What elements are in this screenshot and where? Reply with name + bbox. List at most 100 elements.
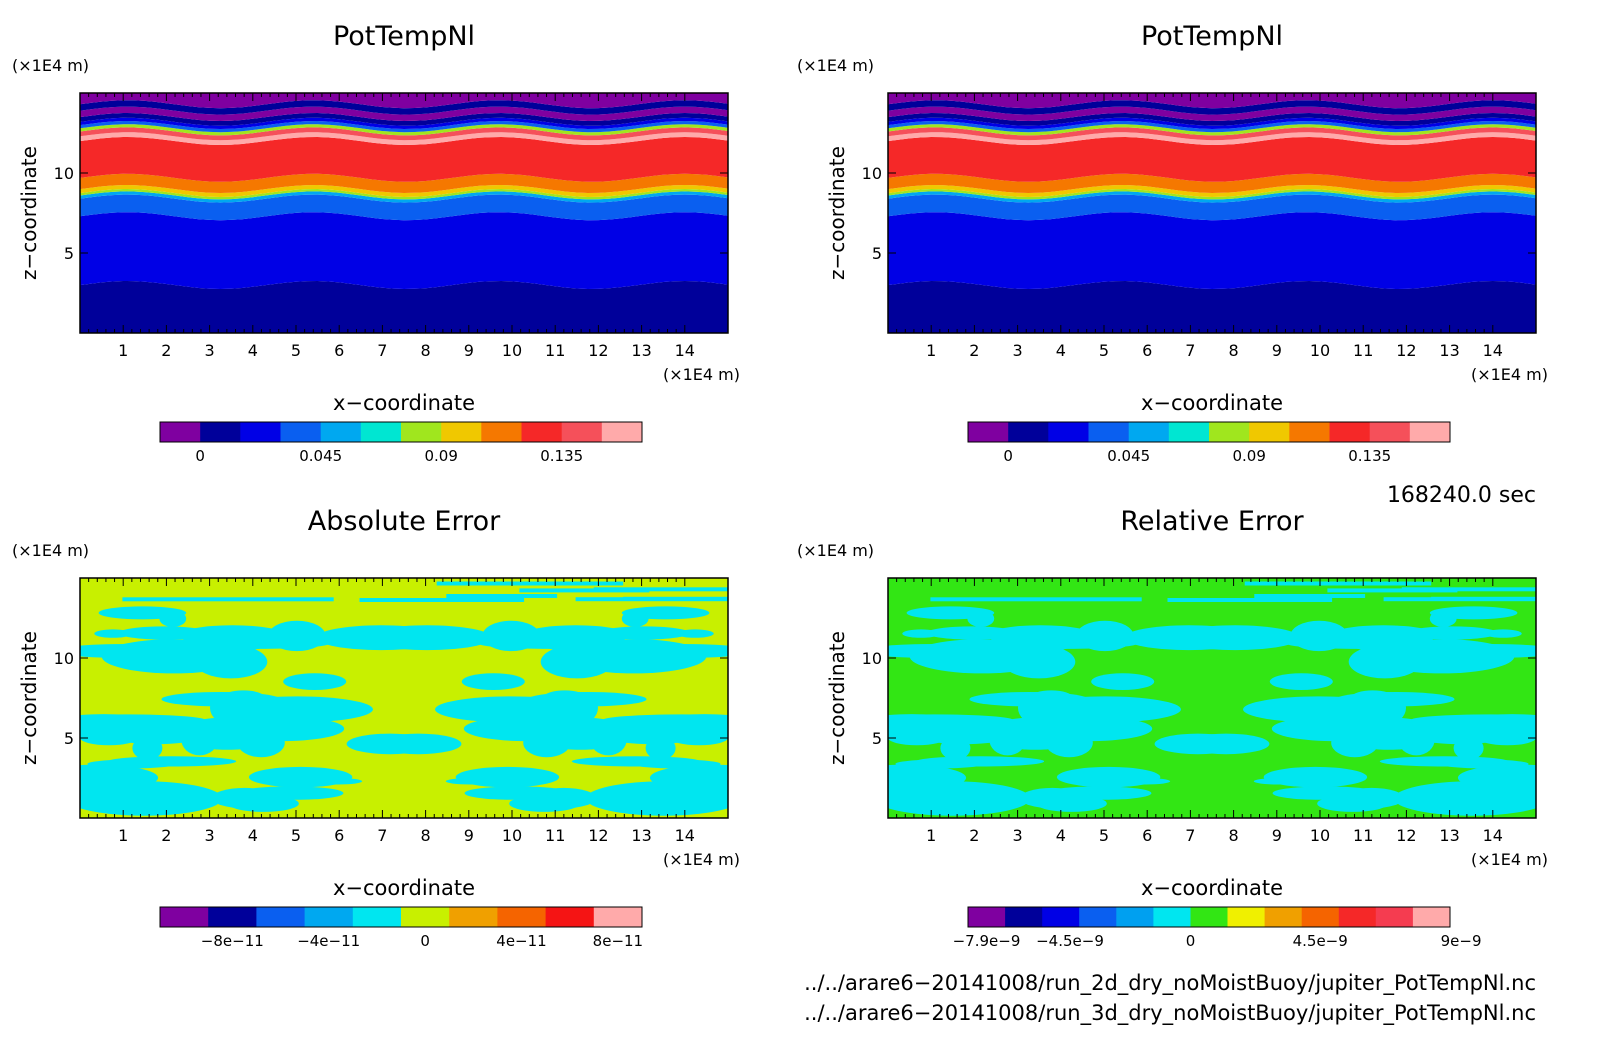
x-tick-label: 7 xyxy=(1185,341,1195,360)
x-tick-label: 3 xyxy=(205,341,215,360)
x-tick-label: 5 xyxy=(291,826,301,845)
contour-region xyxy=(245,787,327,797)
x-tick-label: 10 xyxy=(1310,341,1330,360)
x-axis-label: x−coordinate xyxy=(333,391,475,415)
contour-region xyxy=(541,645,614,678)
contour-region xyxy=(1458,765,1582,791)
colorbar-label: −7.9e−9 xyxy=(953,932,1021,950)
contour-region xyxy=(479,638,621,649)
x-tick-label: 11 xyxy=(545,826,565,845)
contour-region xyxy=(902,629,939,637)
contour-region xyxy=(1183,734,1270,755)
contour-region xyxy=(646,736,676,760)
y-tick-label: 10 xyxy=(862,649,882,668)
x-tick-label: 2 xyxy=(969,341,979,360)
colorbar-swatch xyxy=(1153,907,1191,927)
colorbar-swatch xyxy=(449,907,498,927)
colorbar-swatch xyxy=(353,907,402,927)
x-tick-label: 14 xyxy=(675,826,695,845)
y-axis-label: z−coordinate xyxy=(825,631,849,765)
contour-region xyxy=(1430,610,1457,627)
colorbar-label: 0 xyxy=(195,447,205,465)
colorbar-swatch xyxy=(1169,422,1210,442)
colorbar-label: 0.135 xyxy=(540,447,583,465)
colorbar-label: 9e−9 xyxy=(1441,932,1482,950)
contour-region xyxy=(670,730,728,745)
contour-region xyxy=(1413,644,1563,658)
colorbar-label: 0 xyxy=(1186,932,1196,950)
colorbar-swatch xyxy=(497,907,546,927)
contour-region xyxy=(648,798,685,805)
contour-region xyxy=(519,588,649,592)
x-tick-label: 1 xyxy=(926,341,936,360)
y-axis-label: z−coordinate xyxy=(825,146,849,280)
colorbar-swatch xyxy=(546,907,595,927)
colorbar-swatch xyxy=(240,422,281,442)
colorbar-swatch xyxy=(1048,422,1089,442)
colorbar-label: 0.135 xyxy=(1348,447,1391,465)
x-tick-label: 5 xyxy=(291,341,301,360)
colorbar-swatch xyxy=(160,907,209,927)
contour-region xyxy=(650,765,774,791)
colorbar-swatch xyxy=(1209,422,1250,442)
contour-region xyxy=(676,629,713,637)
colorbar-swatch xyxy=(1129,422,1170,442)
x-tick-label: 1 xyxy=(926,826,936,845)
contour-region xyxy=(1245,582,1432,586)
colorbar: 0 0.045 0.09 0.135 xyxy=(160,422,643,465)
x-tick-label: 3 xyxy=(1013,341,1023,360)
contour-region xyxy=(1168,598,1333,602)
y-tick-label: 5 xyxy=(872,244,882,263)
colorbar-swatch xyxy=(1370,422,1411,442)
contour-region xyxy=(1254,594,1365,598)
contour-region xyxy=(1456,798,1493,805)
contour-region xyxy=(605,644,755,658)
contour-region xyxy=(843,765,967,791)
contour-region xyxy=(187,638,329,649)
x-tick-label: 10 xyxy=(1310,826,1330,845)
colorbar-label: 0 xyxy=(420,932,430,950)
x-unit-label: (×1E4 m) xyxy=(1471,850,1548,869)
x-tick-label: 3 xyxy=(205,826,215,845)
contour-region xyxy=(1254,778,1303,784)
contour-region xyxy=(995,638,1137,649)
colorbar-label: 0.09 xyxy=(424,447,457,465)
contour-region xyxy=(861,644,1011,658)
x-tick-label: 1 xyxy=(118,341,128,360)
contour-region xyxy=(1290,787,1372,797)
y-axis-label: z−coordinate xyxy=(17,631,41,765)
colorbar-swatch xyxy=(1265,907,1303,927)
x-tick-label: 8 xyxy=(421,826,431,845)
contour-region xyxy=(1003,645,1076,678)
panel-title: PotTempNl xyxy=(1141,21,1283,52)
colorbar-swatch xyxy=(602,422,643,442)
colorbar-swatch xyxy=(361,422,402,442)
colorbar-label: −4e−11 xyxy=(297,932,360,950)
y-unit-label: (×1E4 m) xyxy=(12,56,89,75)
colorbar-swatch xyxy=(1376,907,1414,927)
x-unit-label: (×1E4 m) xyxy=(663,365,740,384)
contour-region xyxy=(1380,756,1509,766)
y-tick-label: 10 xyxy=(862,164,882,183)
contour-region xyxy=(123,798,160,805)
x-tick-label: 4 xyxy=(248,826,258,845)
colorbar-swatch xyxy=(1079,907,1117,927)
contour-region xyxy=(916,756,1045,766)
x-tick-label: 13 xyxy=(631,826,651,845)
contour-region xyxy=(1270,673,1333,690)
contour-region xyxy=(1243,696,1394,722)
heatmap-area xyxy=(80,93,728,333)
colorbar-swatch xyxy=(1410,422,1451,442)
contour-region xyxy=(80,730,138,745)
x-tick-label: 4 xyxy=(1056,341,1066,360)
colorbar-label: 0.045 xyxy=(299,447,342,465)
y-tick-label: 5 xyxy=(64,244,74,263)
time-label: 168240.0 sec xyxy=(1387,483,1536,508)
x-tick-label: 13 xyxy=(1439,826,1459,845)
x-tick-label: 12 xyxy=(1396,341,1416,360)
x-tick-label: 11 xyxy=(1353,341,1373,360)
